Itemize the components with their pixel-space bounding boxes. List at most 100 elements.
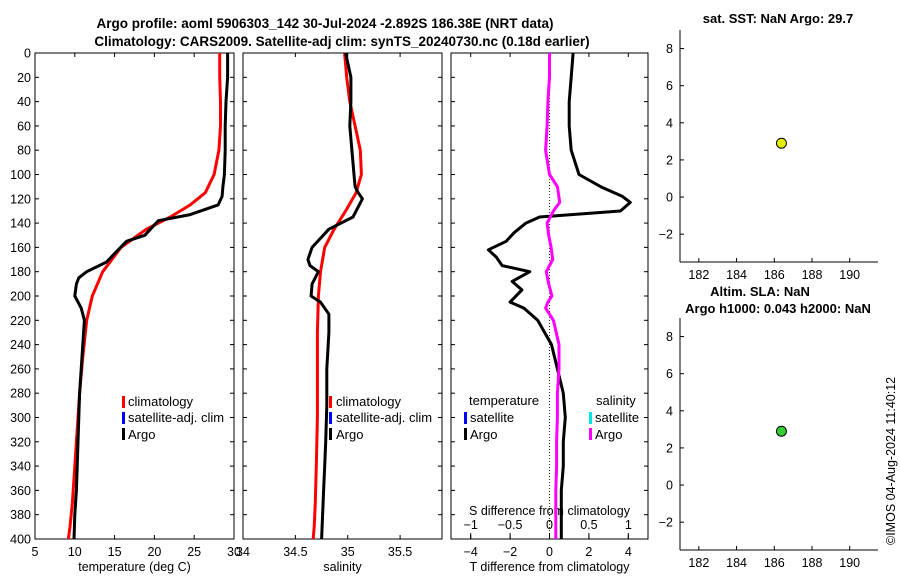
x-tick-label: 182 [688, 556, 709, 570]
x-tick-label: 15 [108, 545, 122, 559]
legend-swatch-climatology [122, 396, 125, 408]
x-tick-label: 35.5 [388, 545, 412, 559]
y-tick-label: 20 [17, 71, 31, 85]
legend-swatch-s-satellite [589, 412, 592, 424]
legend-swatch-t-satellite [464, 412, 467, 424]
y-tick-label: 180 [10, 265, 31, 279]
axes-box [242, 52, 443, 540]
sla-subtitle: Argo h1000: 0.043 h2000: NaN [685, 301, 871, 316]
y-tick-label: 0 [24, 47, 31, 61]
sst-panel: −2 0 2 4 6 8 182 184 186 188 190 sat. SST: NaN Argo… [659, 11, 878, 282]
x-tick-label: 30 [227, 545, 241, 559]
x-tick-label: 34 [236, 545, 250, 559]
y-tick-label: 0 [666, 479, 673, 493]
y-tick-label: 120 [10, 192, 31, 206]
x-tick-label: 20 [147, 545, 161, 559]
x-axis-label: temperature (deg C) [78, 560, 191, 574]
y-tick-label: 240 [10, 338, 31, 352]
legend-label-satellite: satellite-adj. clim [336, 410, 432, 425]
legend-swatch-argo [329, 428, 332, 440]
legend-swatch-satellite [122, 412, 125, 424]
y-tick-label: 4 [666, 404, 673, 418]
x-axis-label: salinity [323, 560, 362, 574]
y-tick-label: 220 [10, 314, 31, 328]
legend-swatch-satellite [329, 412, 332, 424]
y-tick-label: 400 [10, 533, 31, 547]
sla-panel: −2 0 2 4 6 8 182 184 186 188 190 Altim. SLA: NaN Arg… [659, 284, 878, 570]
series-line-t-difference-argo [486, 52, 632, 539]
y-tick-label: 6 [666, 367, 673, 381]
figure-title-line-1: Argo profile: aoml 5906303_142 30-Jul-20… [97, 16, 554, 31]
y-tick-label: 380 [10, 508, 31, 522]
temperature-legend: climatology satellite-adj. clim Argo [122, 394, 224, 442]
x-axis-label: T difference from climatology [469, 560, 630, 574]
x-tick-label: 4 [625, 545, 632, 559]
x-tick-label: 186 [764, 556, 785, 570]
y-tick-label: 0 [666, 191, 673, 205]
y-tick-label: −2 [659, 228, 673, 242]
x-tick-label: 188 [802, 268, 823, 282]
y-tick-label: 8 [666, 42, 673, 56]
legend-label-climatology: climatology [128, 394, 194, 409]
data-point [775, 425, 787, 437]
x-tick-label: 2 [585, 545, 592, 559]
x-tick-label: −4 [464, 545, 478, 559]
y-tick-label: 2 [666, 153, 673, 167]
x2-tick-label: −1 [464, 518, 478, 532]
x-tick-label: 182 [688, 268, 709, 282]
y-tick-label: 8 [666, 330, 673, 344]
y-tick-label: 340 [10, 460, 31, 474]
series-line-climatology [311, 52, 363, 540]
legend-label-argo: Argo [128, 427, 155, 442]
x-tick-label: 184 [726, 268, 747, 282]
y-tick-label: 140 [10, 217, 31, 231]
x-tick-label: 188 [802, 556, 823, 570]
x-tick-label: 35 [341, 545, 355, 559]
x-tick-label: 184 [726, 556, 747, 570]
y-tick-label: 360 [10, 484, 31, 498]
legend-swatch-argo [122, 428, 125, 440]
y-tick-label: 40 [17, 95, 31, 109]
figure-title-line-2: Climatology: CARS2009. Satellite-adj cli… [94, 34, 589, 49]
x2-axis-label: S difference from climatology [469, 504, 631, 518]
legend-label-t-argo: Argo [470, 427, 497, 442]
sla-title: Altim. SLA: NaN [710, 284, 810, 299]
legend-swatch-s-argo [589, 428, 592, 440]
sst-title: sat. SST: NaN Argo: 29.7 [703, 11, 854, 26]
x-tick-label: 25 [187, 545, 201, 559]
y-tick-label: 60 [17, 119, 31, 133]
x-tick-label: 10 [68, 545, 82, 559]
legend-label-t-satellite: satellite [470, 410, 514, 425]
y-tick-label: 6 [666, 79, 673, 93]
legend-label-argo: Argo [336, 427, 363, 442]
difference-legend: temperature satellite Argo salinity sate… [464, 393, 639, 442]
x-tick-label: 5 [32, 545, 39, 559]
x2-tick-label: −0.5 [498, 518, 523, 532]
x-tick-label: 190 [839, 556, 860, 570]
y-tick-label: 300 [10, 411, 31, 425]
y-tick-label: 280 [10, 387, 31, 401]
series-line-s-difference-argo [544, 53, 562, 539]
salinity-panel: 34.5 35 35.5 34 salinity [236, 52, 443, 574]
y-tick-label: −2 [659, 516, 673, 530]
difference-panel: −4 −2 0 2 4T difference from climatology −1 −0… [450, 52, 649, 574]
y-tick-label: 4 [666, 116, 673, 130]
data-point [775, 137, 787, 149]
series-line-argo [306, 52, 364, 540]
y-tick-label: 320 [10, 435, 31, 449]
y-tick-label: 260 [10, 362, 31, 376]
x-tick-label: 186 [764, 268, 785, 282]
y-tick-label: 2 [666, 441, 673, 455]
legend-label-satellite: satellite-adj. clim [128, 410, 224, 425]
axes-box [34, 52, 235, 540]
legend-heading-temperature: temperature [469, 393, 539, 408]
legend-swatch-climatology [329, 396, 332, 408]
x-tick-label: 0 [546, 545, 553, 559]
legend-heading-salinity: salinity [596, 393, 636, 408]
y-tick-label: 80 [17, 144, 31, 158]
salinity-legend: climatology satellite-adj. clim Argo [329, 394, 432, 442]
legend-label-climatology: climatology [336, 394, 402, 409]
x-tick-label: 34.5 [283, 545, 307, 559]
temperature-panel: 0 20 40 60 80 100 120 140 160 180 200 220 240 260 280 3… [10, 47, 241, 575]
